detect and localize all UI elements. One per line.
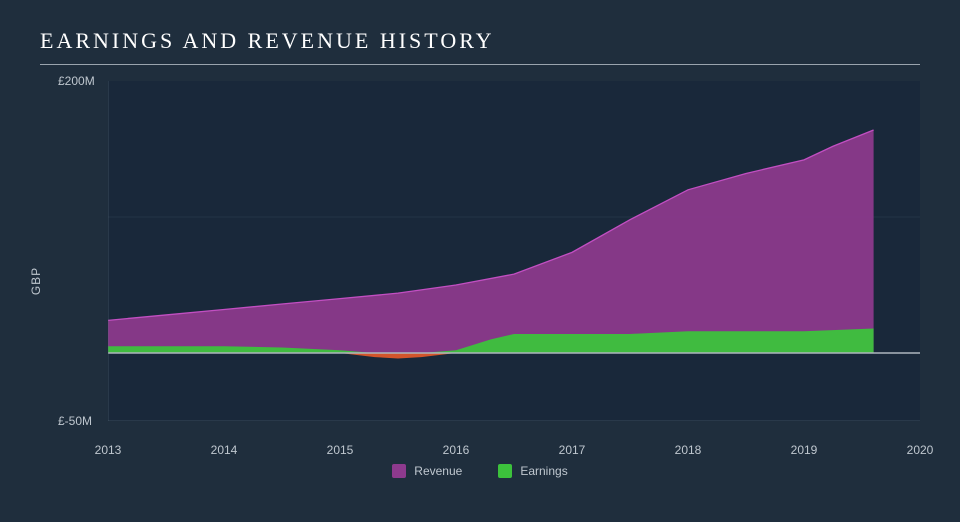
x-tick-label: 2018 — [675, 443, 702, 457]
chart-container: EARNINGS AND REVENUE HISTORY GBP £200M £-… — [0, 0, 960, 522]
chart-area: GBP £200M£-50M 2013201420152016201720182… — [40, 81, 920, 481]
chart-title: EARNINGS AND REVENUE HISTORY — [40, 28, 920, 65]
x-tick-label: 2013 — [95, 443, 122, 457]
x-tick-label: 2019 — [791, 443, 818, 457]
x-tick-label: 2016 — [443, 443, 470, 457]
x-tick-label: 2015 — [327, 443, 354, 457]
legend-label: Earnings — [520, 464, 567, 478]
y-axis-title: GBP — [29, 267, 43, 295]
legend-swatch — [498, 464, 512, 478]
x-tick-label: 2017 — [559, 443, 586, 457]
plot-region — [108, 81, 920, 421]
legend: Revenue Earnings — [40, 464, 920, 481]
plot-svg — [108, 81, 920, 421]
y-tick-label: £200M — [58, 74, 95, 88]
legend-swatch — [392, 464, 406, 478]
y-tick-label: £-50M — [58, 414, 92, 428]
legend-item: Earnings — [498, 464, 567, 478]
legend-item: Revenue — [392, 464, 462, 478]
x-tick-label: 2014 — [211, 443, 238, 457]
legend-label: Revenue — [414, 464, 462, 478]
x-tick-label: 2020 — [907, 443, 934, 457]
